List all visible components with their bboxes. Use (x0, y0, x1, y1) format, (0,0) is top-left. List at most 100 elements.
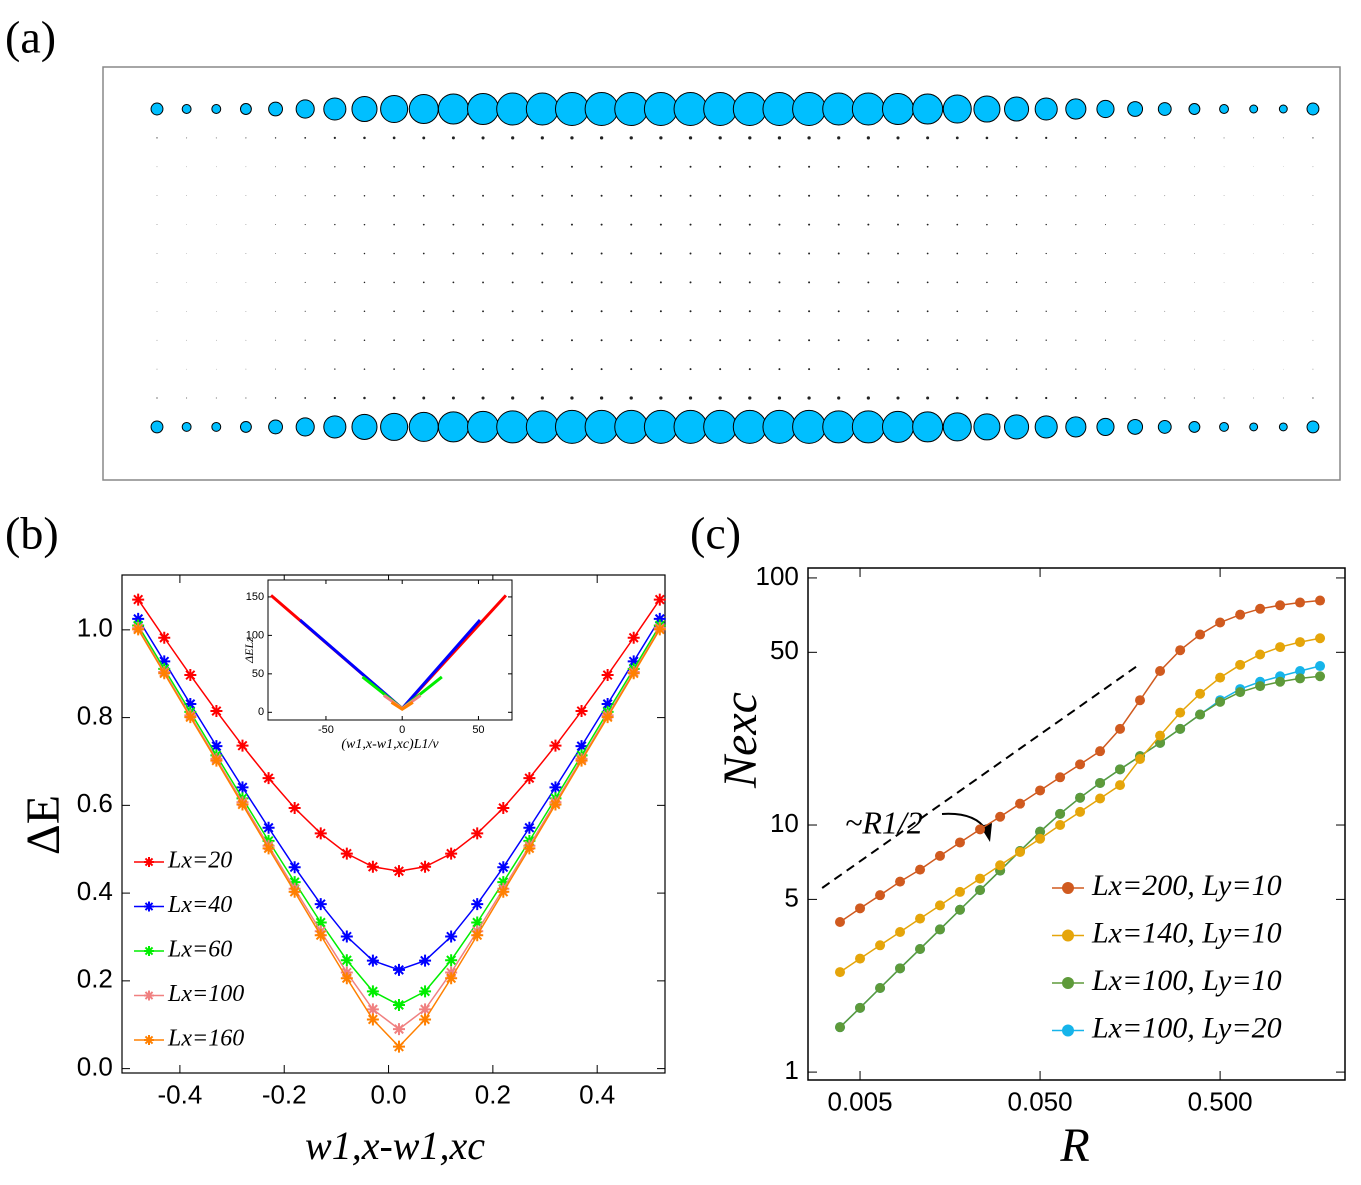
site-density (643, 92, 678, 126)
point (1255, 649, 1266, 660)
point (1295, 666, 1306, 677)
site-density (1164, 282, 1166, 283)
site-density (719, 252, 722, 255)
site-density (718, 396, 722, 400)
site-density (452, 252, 455, 255)
site-density (275, 310, 276, 312)
site-density (245, 137, 247, 139)
legend-label: Lx=200, Ly=10 (1091, 869, 1282, 902)
point (1135, 754, 1146, 765)
site-density (186, 339, 187, 341)
site-density (1312, 195, 1314, 197)
site-density (1278, 422, 1288, 432)
site-density (274, 397, 277, 399)
legend-label: Lx=60 (167, 937, 232, 963)
site-density (630, 194, 633, 197)
point (915, 913, 926, 924)
site-density (1045, 252, 1047, 255)
site-density (304, 166, 306, 168)
site-density (600, 368, 603, 371)
site-density (511, 396, 515, 400)
point (1195, 709, 1206, 720)
site-density (600, 194, 603, 197)
site-density (1045, 195, 1047, 197)
site-density (304, 310, 306, 312)
site-density (584, 409, 619, 444)
point (954, 904, 965, 915)
site-density (1223, 253, 1225, 254)
site-density (629, 136, 633, 140)
site-density (808, 368, 811, 371)
site-density (1075, 166, 1077, 168)
site-density (156, 253, 158, 254)
site-density (1194, 253, 1195, 254)
site-density (600, 310, 603, 313)
site-density (295, 417, 315, 437)
site-density (926, 223, 929, 226)
site-density (1045, 281, 1047, 284)
y-axis-label: ΔE (17, 795, 70, 855)
site-density (1282, 137, 1284, 139)
star-marker (132, 612, 145, 625)
site-density (1249, 104, 1259, 114)
site-density (1104, 397, 1107, 399)
site-density (245, 310, 247, 312)
site-density (807, 136, 811, 140)
site-density (867, 252, 870, 255)
site-density (1104, 224, 1106, 226)
site-density (275, 339, 276, 341)
site-density (1194, 282, 1195, 283)
site-density (926, 136, 930, 140)
site-density (452, 281, 455, 284)
point (934, 850, 945, 861)
site-density (422, 396, 426, 400)
site-density (926, 368, 929, 371)
star-marker (210, 740, 223, 753)
site-density (393, 165, 395, 168)
site-density (1134, 368, 1136, 370)
site-density (363, 396, 366, 400)
site-density (150, 420, 164, 434)
x-tick-label: 0.500 (1188, 1086, 1253, 1116)
site-density (570, 165, 573, 168)
star-marker (653, 612, 666, 625)
point (1055, 808, 1066, 819)
site-density (181, 421, 192, 432)
star-marker (340, 930, 353, 943)
site-density (1282, 397, 1284, 399)
site-density (614, 409, 649, 444)
panel-label: (b) (5, 508, 59, 559)
site-density (511, 165, 514, 168)
site-density (659, 339, 662, 342)
site-density (659, 368, 662, 371)
site-density (1045, 223, 1047, 226)
star-marker (236, 739, 249, 752)
site-density (719, 281, 722, 284)
site-density (881, 92, 915, 126)
site-density (216, 166, 217, 168)
star-marker (627, 667, 640, 680)
y-tick-label: 150 (246, 591, 264, 603)
site-density (1045, 368, 1047, 370)
star-marker (158, 631, 171, 644)
point (1195, 688, 1206, 699)
site-density (792, 409, 827, 444)
point (915, 864, 926, 875)
site-density (1075, 339, 1077, 341)
site-density (1104, 137, 1107, 139)
site-density (778, 281, 781, 284)
point (1035, 833, 1046, 844)
star-marker (575, 705, 588, 718)
site-density (1194, 368, 1195, 370)
site-density (986, 194, 988, 197)
star-marker (314, 898, 327, 911)
site-density (837, 339, 840, 342)
site-density (1194, 224, 1195, 225)
site-density (437, 411, 469, 443)
point (1035, 785, 1046, 796)
site-density (808, 252, 811, 255)
site-density (1104, 368, 1106, 370)
site-density (1306, 420, 1320, 434)
site-density (1045, 339, 1047, 341)
site-density (614, 92, 649, 126)
